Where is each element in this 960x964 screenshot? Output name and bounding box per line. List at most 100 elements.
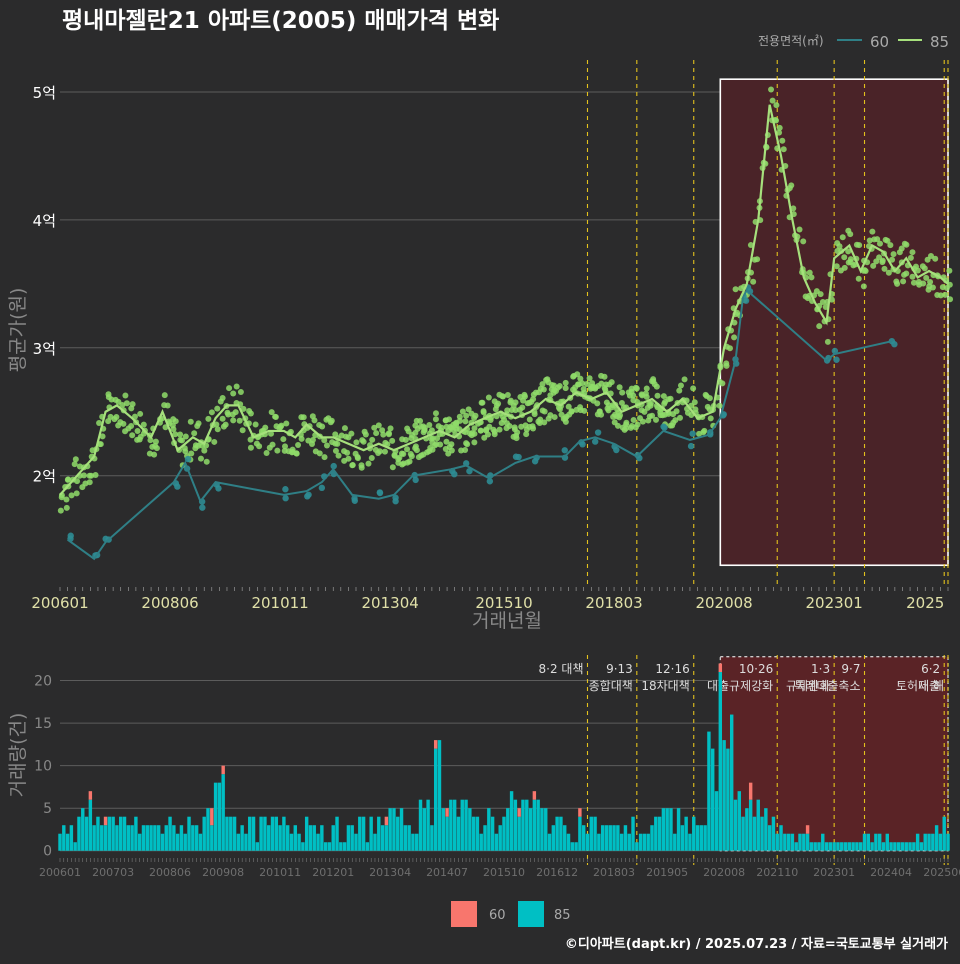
volume-bar-85 — [415, 833, 419, 851]
volume-bar-85 — [267, 825, 271, 851]
price-point-85 — [592, 385, 599, 392]
price-point-85 — [486, 423, 493, 430]
volume-bar-85 — [445, 816, 449, 851]
volume-bar-85 — [665, 808, 669, 851]
volume-bar-85 — [206, 808, 210, 851]
volume-bar-85 — [430, 825, 434, 851]
price-point-85 — [528, 398, 535, 405]
price-point-85 — [947, 296, 954, 303]
volume-bar-85 — [718, 672, 723, 851]
price-point-85 — [456, 413, 463, 420]
price-line-60 — [67, 288, 892, 561]
volume-bar-85 — [452, 799, 457, 851]
volume-bar-85 — [597, 833, 601, 851]
volume-bar-85 — [494, 833, 499, 851]
price-point-85 — [134, 428, 141, 435]
price-point-85 — [237, 389, 244, 396]
price-point-85 — [376, 448, 383, 455]
price-point-85 — [633, 385, 640, 392]
volume-bar-85 — [521, 799, 525, 851]
volume-bar-85 — [312, 825, 316, 851]
price-point-60 — [515, 453, 522, 461]
price-point-85 — [776, 124, 783, 131]
price-point-85 — [226, 385, 233, 392]
volume-bar-85 — [938, 833, 943, 851]
volume-bar-60 — [805, 825, 810, 834]
price-point-60 — [282, 486, 289, 493]
price-point-85 — [869, 228, 876, 235]
volume-bar-85 — [748, 799, 753, 851]
price-point-85 — [178, 437, 185, 444]
volume-x-tick-label: 202301 — [813, 866, 855, 879]
legend-swatch-85 — [518, 901, 544, 927]
volume-y-tick-label: 20 — [34, 674, 52, 690]
volume-bar-85 — [593, 816, 597, 851]
volume-bar-60 — [532, 791, 537, 800]
price-point-85 — [716, 402, 723, 409]
volume-y-tick-label: 10 — [34, 759, 52, 775]
price-point-85 — [937, 292, 944, 299]
price-point-85 — [496, 426, 503, 433]
volume-bar-85 — [498, 825, 502, 851]
volume-bar-85 — [589, 816, 593, 851]
volume-bar-85 — [137, 833, 142, 851]
volume-bar-85 — [392, 808, 396, 851]
volume-bar-85 — [240, 825, 244, 851]
price-point-85 — [214, 426, 221, 433]
price-point-85 — [873, 258, 880, 265]
price-point-85 — [581, 389, 588, 396]
volume-bar-85 — [654, 816, 658, 851]
price-point-85 — [707, 415, 714, 422]
volume-bar-85 — [191, 825, 195, 851]
volume-bar-85 — [304, 816, 309, 851]
volume-bar-85 — [244, 833, 248, 851]
volume-x-tick-label: 201304 — [369, 866, 411, 879]
price-point-85 — [65, 476, 72, 483]
price-point-85 — [512, 399, 519, 406]
price-point-60 — [412, 476, 419, 484]
volume-bar-85 — [631, 816, 635, 851]
price-point-85 — [665, 396, 672, 403]
volume-bar-85 — [646, 833, 650, 851]
price-point-60 — [591, 438, 599, 445]
volume-bar-85 — [248, 816, 252, 851]
price-point-85 — [477, 427, 484, 434]
price-point-85 — [706, 395, 713, 402]
volume-bar-85 — [927, 833, 931, 851]
volume-bar-85 — [912, 842, 916, 851]
volume-bar-60 — [221, 765, 225, 775]
volume-bar-85 — [483, 825, 487, 851]
volume-bar-85 — [270, 816, 275, 851]
price-point-85 — [523, 431, 530, 438]
volume-bar-85 — [487, 808, 491, 851]
price-point-85 — [577, 375, 584, 382]
volume-bar-85 — [126, 825, 131, 851]
volume-bar-85 — [411, 833, 415, 851]
volume-bar-85 — [923, 833, 927, 851]
volume-bar-85 — [73, 842, 77, 851]
volume-bar-85 — [111, 816, 115, 851]
price-point-85 — [169, 422, 176, 429]
price-point-60 — [661, 424, 668, 431]
volume-bar-85 — [566, 833, 571, 851]
price-point-85 — [879, 257, 886, 264]
price-point-85 — [119, 401, 126, 408]
volume-bar-85 — [232, 816, 237, 851]
volume-bar-60 — [578, 808, 582, 817]
volume-bar-85 — [635, 842, 639, 851]
volume-x-tick-label: 201905 — [646, 866, 688, 879]
price-point-85 — [914, 267, 921, 274]
price-point-85 — [513, 435, 520, 442]
price-point-85 — [240, 405, 247, 412]
price-point-85 — [280, 436, 287, 443]
policy-label: 대출 — [918, 679, 940, 693]
price-point-85 — [876, 240, 883, 247]
price-point-85 — [321, 454, 328, 461]
volume-bar-85 — [62, 825, 66, 851]
price-point-85 — [432, 410, 439, 417]
price-point-85 — [360, 438, 367, 445]
volume-bar-85 — [616, 825, 620, 851]
volume-bar-85 — [468, 808, 472, 851]
price-point-85 — [428, 427, 435, 434]
volume-bar-85 — [88, 799, 93, 851]
